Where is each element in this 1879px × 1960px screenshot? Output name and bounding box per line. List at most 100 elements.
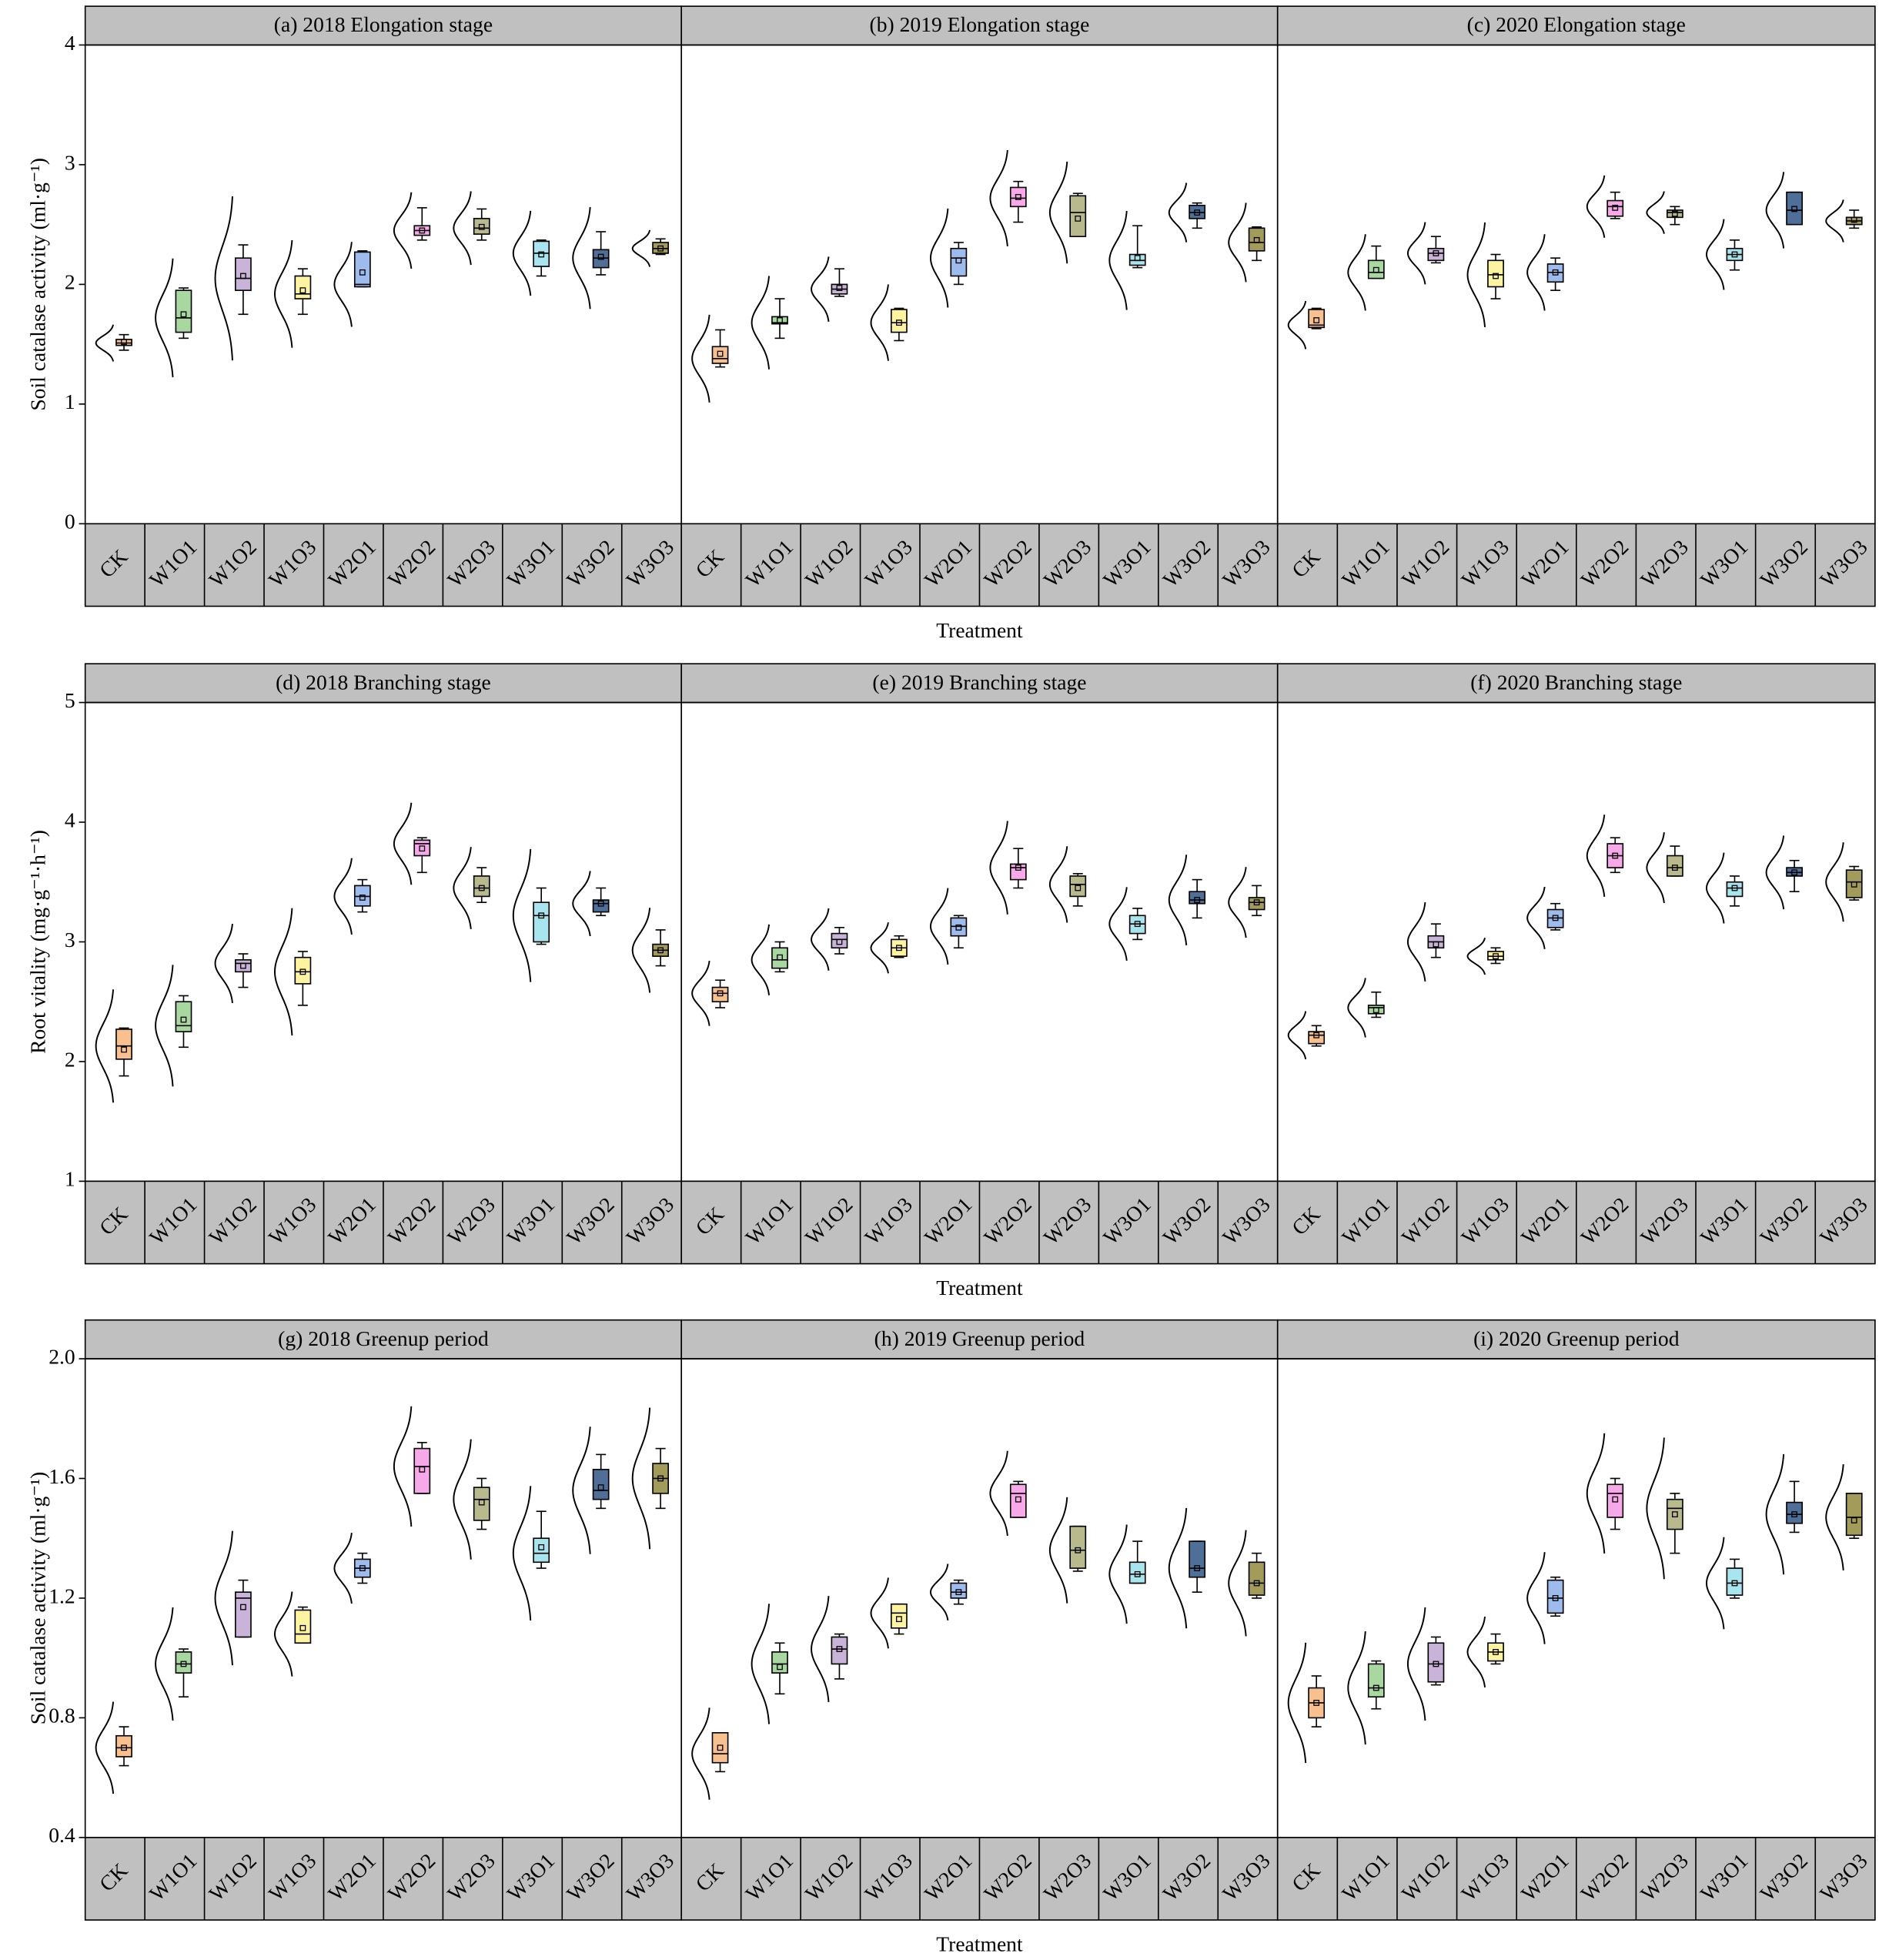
box bbox=[1427, 1642, 1445, 1683]
panel-strip bbox=[680, 663, 1279, 704]
y-tick-label: 1.2 bbox=[48, 1584, 75, 1607]
density-curve bbox=[95, 1701, 115, 1794]
panel-strip bbox=[1276, 663, 1876, 704]
mean-marker bbox=[240, 273, 246, 279]
density-curve bbox=[1466, 938, 1486, 975]
mean-marker bbox=[299, 968, 306, 975]
density-curve bbox=[572, 1427, 591, 1554]
mean-marker bbox=[657, 245, 664, 252]
density-curve bbox=[751, 924, 771, 995]
box bbox=[1248, 897, 1265, 911]
box bbox=[1367, 1663, 1385, 1698]
mean-marker bbox=[1075, 215, 1082, 222]
density-curve bbox=[751, 276, 771, 370]
box bbox=[1069, 875, 1087, 898]
mean-marker bbox=[1253, 236, 1260, 243]
box bbox=[950, 247, 968, 277]
panel-title: (b) 2019 Elongation stage bbox=[870, 12, 1090, 36]
density-curve bbox=[1406, 1607, 1426, 1721]
density-curve bbox=[691, 960, 710, 1026]
density-curve bbox=[1586, 1433, 1606, 1554]
mean-marker bbox=[1194, 1565, 1201, 1571]
density-curve bbox=[572, 871, 591, 937]
density-curve bbox=[691, 314, 710, 403]
density-curve bbox=[1706, 852, 1725, 924]
density-curve bbox=[453, 847, 472, 929]
density-curve bbox=[393, 1406, 413, 1527]
mean-marker bbox=[1493, 953, 1499, 960]
density-curve bbox=[1406, 901, 1426, 982]
mean-marker bbox=[1612, 204, 1619, 211]
mean-marker bbox=[359, 1565, 366, 1571]
box bbox=[1367, 259, 1385, 279]
mean-marker bbox=[717, 1744, 724, 1751]
box bbox=[1726, 881, 1744, 898]
mean-marker bbox=[836, 285, 843, 291]
density-curve bbox=[631, 1407, 651, 1550]
mean-marker bbox=[1134, 1570, 1141, 1577]
mean-marker bbox=[121, 1046, 127, 1053]
box bbox=[1786, 1501, 1803, 1524]
density-curve bbox=[1765, 1453, 1785, 1575]
box bbox=[1546, 1579, 1564, 1614]
mean-marker bbox=[1015, 1496, 1021, 1503]
mean-marker bbox=[1552, 1595, 1559, 1601]
mean-marker bbox=[419, 1466, 426, 1473]
density-curve bbox=[333, 1532, 353, 1604]
y-tick-label: 4 bbox=[65, 808, 75, 831]
y-tick-label: 0 bbox=[65, 510, 75, 533]
density-curve bbox=[1765, 172, 1785, 249]
box bbox=[235, 257, 252, 291]
mean-marker bbox=[1313, 317, 1320, 323]
density-curve bbox=[631, 229, 651, 267]
box bbox=[771, 947, 788, 969]
y-tick-label: 4 bbox=[65, 31, 75, 55]
mean-marker bbox=[1372, 1684, 1379, 1691]
y-tick-label: 3 bbox=[65, 150, 75, 174]
mean-marker bbox=[657, 1475, 664, 1482]
mean-marker bbox=[180, 1016, 187, 1023]
density-curve bbox=[1347, 1631, 1366, 1745]
box bbox=[1607, 199, 1624, 217]
mean-marker bbox=[1433, 250, 1439, 256]
mean-marker bbox=[359, 269, 366, 276]
density-curve bbox=[1825, 842, 1844, 922]
mean-marker bbox=[240, 1604, 246, 1610]
density-curve bbox=[333, 858, 353, 935]
density-curve bbox=[274, 239, 293, 348]
density-curve bbox=[1108, 210, 1128, 310]
mean-marker bbox=[955, 924, 962, 931]
box bbox=[831, 932, 848, 949]
mean-marker bbox=[836, 1646, 843, 1652]
mean-marker bbox=[1194, 897, 1201, 903]
y-tick-label: 1 bbox=[65, 1167, 75, 1191]
density-curve bbox=[155, 258, 174, 378]
density-curve bbox=[1048, 1497, 1068, 1604]
y-tick-label: 0.8 bbox=[48, 1704, 75, 1728]
plot-area bbox=[1276, 701, 1876, 1182]
density-curve bbox=[691, 1707, 710, 1800]
density-curve bbox=[95, 324, 115, 362]
density-curve bbox=[929, 1564, 949, 1621]
density-curve bbox=[512, 210, 532, 296]
density-curve bbox=[1586, 175, 1606, 238]
box bbox=[473, 875, 490, 898]
y-tick-label: 1.6 bbox=[48, 1464, 75, 1488]
density-curve bbox=[1765, 835, 1785, 910]
density-curve bbox=[1526, 234, 1546, 311]
box bbox=[1427, 247, 1445, 262]
panel-strip bbox=[1276, 1319, 1876, 1360]
box bbox=[413, 839, 431, 857]
density-curve bbox=[214, 923, 233, 1004]
mean-marker bbox=[777, 1664, 783, 1671]
box bbox=[711, 1732, 729, 1764]
density-curve bbox=[989, 821, 1008, 915]
density-curve bbox=[572, 206, 591, 309]
plot-area bbox=[1276, 44, 1876, 525]
mean-marker bbox=[478, 1499, 485, 1506]
box bbox=[711, 986, 729, 1003]
mean-marker bbox=[597, 253, 604, 260]
box bbox=[175, 1651, 192, 1674]
panel-strip bbox=[680, 1319, 1279, 1360]
